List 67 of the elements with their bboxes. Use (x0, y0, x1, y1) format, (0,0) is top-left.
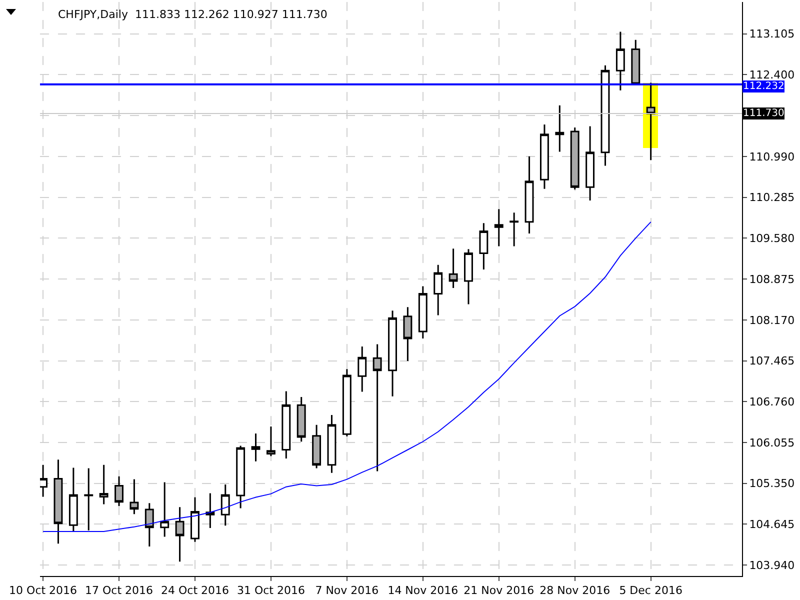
candlestick (266, 426, 276, 457)
text: CHFJPY,Daily 111.833 112.262 110.927 111.730 (58, 8, 328, 21)
candlestick (570, 126, 580, 190)
candlestick (510, 212, 519, 248)
y-tick-label: 106.055 (749, 436, 795, 450)
candlestick (251, 432, 260, 462)
x-tick-label: 28 Nov 2016 (540, 584, 610, 598)
y-tick-label: 110.285 (749, 191, 795, 204)
candlestick (524, 156, 534, 234)
candlestick (358, 346, 367, 393)
candlestick (190, 496, 200, 543)
candlestick (464, 248, 473, 305)
y-tick-label: 107.465 (749, 354, 795, 368)
x-tick-label: 14 Nov 2016 (388, 584, 458, 598)
ref-line-label: 111.730 (743, 108, 784, 119)
candlestick (99, 464, 108, 505)
y-tick-label: 104.645 (749, 518, 795, 532)
candlestick (600, 64, 610, 166)
candlestick (144, 502, 154, 548)
candlestick (616, 31, 625, 92)
candlestick (175, 506, 184, 562)
candlestick (403, 306, 412, 362)
candlestick (327, 414, 336, 474)
y-tick-label: 109.580 (749, 232, 795, 246)
y-tick-label: 106.760 (749, 395, 795, 408)
y-tick-label: 108.875 (749, 272, 795, 286)
x-tick-label: 24 Oct 2016 (160, 584, 229, 598)
candlestick (206, 492, 215, 529)
y-tick-label: 105.350 (749, 477, 795, 490)
candlestick (114, 476, 124, 507)
y-tick-label: 103.940 (749, 558, 795, 572)
candlestick (54, 458, 63, 544)
candlestick (84, 468, 94, 532)
candlestick (312, 424, 322, 470)
x-tick-label: 21 Nov 2016 (464, 584, 534, 598)
x-tick-label: 7 Nov 2016 (315, 584, 379, 598)
candlestick (494, 208, 504, 248)
x-tick-label: 5 Dec 2016 (619, 584, 682, 598)
candlestick (448, 248, 458, 289)
y-tick-label: 110.990 (749, 150, 795, 164)
candlestick (160, 481, 170, 538)
candlestick (555, 104, 564, 153)
candlestick (586, 126, 595, 202)
y-tick-label: 112.400 (749, 68, 795, 82)
candlestick (540, 124, 549, 190)
candlestick (479, 222, 488, 270)
y-tick-label: 113.105 (749, 28, 795, 41)
candlestick (342, 368, 352, 438)
candlestick (296, 396, 306, 442)
y-tick-label: 108.170 (749, 314, 795, 327)
candlestick (434, 264, 443, 316)
candlestick (388, 310, 397, 398)
line-series (42, 221, 652, 532)
ref-line-label: 112.232 (743, 81, 784, 92)
candlestick (372, 343, 382, 472)
candlestick (220, 484, 230, 526)
candlestick (646, 82, 656, 161)
candlestick (236, 444, 246, 510)
candlestick (282, 390, 291, 460)
candlestick (130, 478, 139, 515)
x-tick-label: 17 Oct 2016 (85, 584, 154, 598)
x-tick-label: 31 Oct 2016 (236, 584, 305, 598)
candlestick (631, 39, 640, 85)
x-tick-label: 10 Oct 2016 (9, 584, 78, 598)
candlestick (40, 464, 48, 498)
candlestick (68, 466, 78, 532)
candlestick (418, 286, 428, 340)
